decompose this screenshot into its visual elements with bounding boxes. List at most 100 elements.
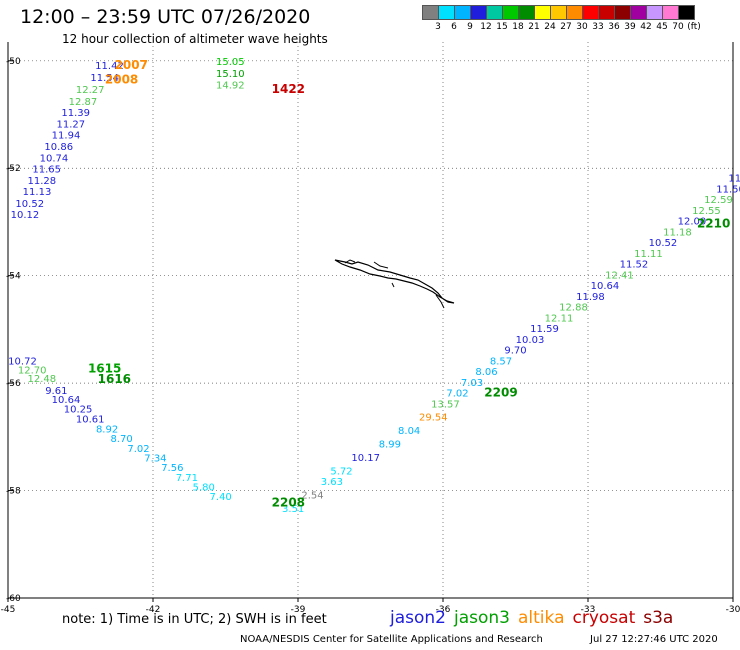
color-scale-label: 24 [544, 22, 556, 32]
color-scale-label: 39 [624, 22, 636, 32]
pass-time-label: 2007 [115, 58, 148, 72]
wave-height-label: 11.50 [716, 184, 740, 195]
wave-height-label: 7.40 [210, 492, 232, 503]
wave-height-label: 10.17 [351, 453, 380, 464]
wave-height-label: 11.39 [61, 108, 90, 119]
wave-height-label: 7.71 [176, 473, 198, 484]
color-scale-label: 9 [467, 22, 473, 32]
wave-height-label: 8.04 [398, 426, 420, 437]
lon-tick-label: -30 [726, 605, 740, 615]
color-swatch [678, 5, 695, 20]
wave-height-label: 10.74 [40, 153, 69, 164]
wave-height-label: 11.94 [52, 131, 81, 142]
color-scale-label: 45 [656, 22, 668, 32]
wave-height-label: 15.10 [216, 69, 245, 80]
satellite-legend-item: altika [518, 608, 565, 628]
wave-height-label: 8.92 [96, 425, 118, 436]
satellite-legend-item: cryosat [572, 608, 636, 628]
pass-time-label: 1422 [272, 82, 305, 96]
wave-height-label: 11.18 [663, 227, 692, 238]
lat-tick-label: -56 [6, 379, 21, 389]
wave-height-label: 10.64 [591, 281, 620, 292]
wave-height-label: 11.27 [57, 119, 86, 130]
wave-height-label: 12.88 [559, 303, 588, 314]
color-scale-label: 15 [496, 22, 508, 32]
color-scale-label: 70 [672, 22, 684, 32]
color-scale-label: 21 [528, 22, 540, 32]
satellite-legend-item: jason3 [454, 608, 510, 628]
color-scale-label: 12 [480, 22, 492, 32]
color-scale-legend: 3 6 9 12 15 18 21 24 27 30 33 36 39 42 45 70 (ft) [422, 5, 701, 34]
pass-time-label: 2008 [105, 72, 138, 86]
wave-height-label: 11.11 [634, 249, 663, 260]
satellite-legend: jason2 jason3 altika cryosat s3a [390, 608, 681, 628]
wave-height-label: 12.55 [692, 206, 721, 217]
wave-height-label: 12.48 [28, 374, 57, 385]
wave-height-label: 11.54 [90, 73, 119, 84]
wave-height-observations: 11.4211.5412.2712.8711.3911.2711.9410.86… [8, 57, 740, 515]
wave-height-label: 13.57 [431, 399, 460, 410]
wave-height-label: 9.70 [504, 346, 526, 357]
wave-height-label: 10.64 [52, 395, 81, 406]
wave-height-label: 7.34 [144, 454, 166, 465]
wave-height-label: 11.65 [32, 165, 61, 176]
wave-height-label: 12.87 [69, 97, 98, 108]
wave-height-label: 9.61 [45, 386, 67, 397]
wave-height-label: 11.52 [620, 260, 649, 271]
wave-height-label: 29.54 [419, 413, 448, 424]
pass-time-label: 2210 [697, 216, 730, 230]
color-scale-label: 27 [560, 22, 572, 32]
lon-tick-label: -42 [146, 605, 161, 615]
wave-height-label: 10.52 [15, 199, 44, 210]
wave-height-label: 11.13 [23, 187, 52, 198]
wave-height-label: 3.63 [321, 477, 343, 488]
wave-height-label: 10.86 [44, 142, 73, 153]
wave-height-label: 8.99 [379, 440, 401, 451]
wave-height-label: 11.53 [728, 174, 740, 185]
generated-timestamp: Jul 27 12:27:46 UTC 2020 [590, 634, 718, 645]
wave-height-label: 8.57 [490, 356, 512, 367]
wave-height-label: 12.70 [18, 365, 47, 376]
lon-tick-label: -33 [581, 605, 596, 615]
wave-height-label: 8.70 [110, 434, 132, 445]
wave-height-label: 11.98 [576, 292, 605, 303]
wave-height-label: 14.92 [216, 81, 245, 92]
lat-tick-label: -58 [6, 487, 21, 497]
wave-height-label: 7.03 [461, 378, 483, 389]
wave-height-label: 2.54 [301, 491, 323, 502]
satellite-legend-item: jason2 [390, 608, 446, 628]
map-subtitle: 12 hour collection of altimeter wave hei… [62, 32, 328, 46]
wave-height-label: 8.06 [475, 367, 497, 378]
wave-height-label: 7.02 [446, 389, 468, 400]
wave-height-label: 10.52 [649, 238, 678, 249]
lat-tick-label: -60 [6, 594, 21, 604]
wave-height-label: 15.05 [216, 57, 245, 68]
map-note: note: 1) Time is in UTC; 2) SWH is in fe… [62, 612, 327, 627]
wave-height-label: 12.41 [605, 270, 634, 281]
satellite-legend-item: s3a [643, 608, 674, 628]
lon-tick-label: -45 [1, 605, 16, 615]
pass-time-label: 1616 [98, 372, 131, 386]
pass-time-label: 2209 [484, 386, 517, 400]
color-scale-label: 33 [592, 22, 604, 32]
lon-tick-label: -39 [291, 605, 306, 615]
wave-height-label: 7.56 [161, 463, 183, 474]
source-credit: NOAA/NESDIS Center for Satellite Applica… [240, 634, 543, 645]
color-scale-label: 42 [640, 22, 652, 32]
pass-time-label: 1615 [88, 361, 121, 375]
wave-height-label: 12.11 [545, 313, 574, 324]
lat-tick-label: -54 [6, 272, 21, 282]
wave-height-label: 11.59 [530, 324, 559, 335]
map-title: 12:00 – 23:59 UTC 07/26/2020 [20, 6, 311, 28]
wave-height-label: 12.27 [76, 85, 105, 96]
color-scale-label: (ft) [687, 22, 701, 32]
color-scale-label: 6 [451, 22, 457, 32]
wave-height-label: 12.00 [678, 217, 707, 228]
wave-height-label: 5.80 [193, 483, 215, 494]
color-scale-label: 30 [576, 22, 588, 32]
wave-height-label: 10.25 [64, 405, 93, 416]
wave-height-label: 10.12 [11, 210, 40, 221]
color-scale-label: 18 [512, 22, 524, 32]
